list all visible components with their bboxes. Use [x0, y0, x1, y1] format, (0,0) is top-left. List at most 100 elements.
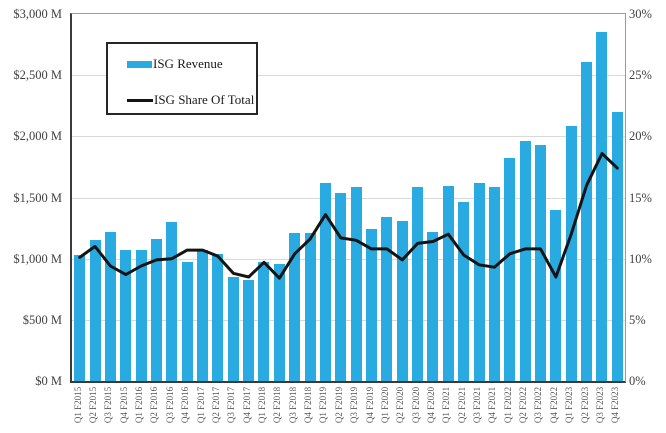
- bar-slot: [395, 14, 410, 381]
- x-axis-label: Q4 F2023: [610, 386, 621, 424]
- revenue-bar-Q1-F2015: [74, 255, 86, 381]
- revenue-bar-Q2-F2021: [458, 201, 470, 381]
- share-line-series: [78, 152, 619, 280]
- x-axis-label-cell: Q4 F2019: [362, 382, 377, 432]
- revenue-bar-Q3-F2018: [289, 233, 301, 381]
- left-axis-tick: $2,500 M: [13, 68, 62, 83]
- x-axis-label: Q1 F2022: [502, 386, 513, 424]
- bar-slot: [456, 14, 471, 381]
- x-axis-label-cell: Q1 F2023: [562, 382, 577, 432]
- revenue-bar-Q1-F2018: [258, 261, 270, 381]
- gridline: [72, 136, 625, 138]
- revenue-bar-Q2-F2020: [396, 220, 408, 381]
- revenue-bar-Q3-F2015: [104, 232, 116, 381]
- x-axis-label: Q4 F2020: [425, 386, 436, 424]
- x-axis-label: Q3 F2023: [594, 386, 605, 424]
- left-axis-tick: $2,000 M: [13, 129, 62, 144]
- x-axis-label: Q3 F2019: [349, 386, 360, 424]
- x-axis-label: Q3 F2020: [410, 386, 421, 424]
- legend-share-label: ISG Share Of Total: [154, 92, 255, 107]
- revenue-bar-Q3-F2021: [473, 182, 485, 381]
- legend-item-share: ISG Share Of Total: [127, 92, 256, 107]
- x-axis-label-cell: Q1 F2022: [500, 382, 515, 432]
- bar-slot: [425, 14, 440, 381]
- revenue-bar-Q4-F2016: [181, 262, 193, 381]
- x-axis-label: Q1 F2018: [256, 386, 267, 424]
- x-axis-label: Q1 F2019: [318, 386, 329, 424]
- bar-slot: [241, 14, 256, 381]
- x-axis-label: Q2 F2018: [272, 386, 283, 424]
- x-axis-label: Q4 F2021: [487, 386, 498, 424]
- right-axis-tick: 20%: [629, 129, 652, 144]
- x-axis-label-cell: Q1 F2020: [377, 382, 392, 432]
- x-axis-label: Q2 F2019: [333, 386, 344, 424]
- x-axis-label-cell: Q2 F2019: [331, 382, 346, 432]
- right-axis-tick: 0%: [629, 374, 646, 388]
- x-axis-label: Q2 F2015: [88, 386, 99, 424]
- x-axis-label-cell: Q1 F2021: [439, 382, 454, 432]
- x-axis-label: Q3 F2016: [164, 386, 175, 424]
- x-axis-label-cell: Q4 F2022: [546, 382, 561, 432]
- revenue-bar-Q1-F2022: [504, 158, 516, 381]
- right-axis-tick: 30%: [629, 7, 652, 21]
- x-axis-label: Q3 F2018: [287, 386, 298, 424]
- left-axis: $3,000 M $2,500 M $2,000 M $1,500 M $1,000 M…: [0, 0, 62, 433]
- x-axis-label-cell: Q1 F2019: [316, 382, 331, 432]
- revenue-bar-Q2-F2019: [335, 193, 347, 381]
- bar-slot: [487, 14, 502, 381]
- bar-slot: [502, 14, 517, 381]
- x-axis-label: Q3 F2022: [533, 386, 544, 424]
- bar-slot: [256, 14, 271, 381]
- x-axis-label: Q3 F2015: [103, 386, 114, 424]
- x-axis-label-cell: Q3 F2018: [285, 382, 300, 432]
- legend-revenue-label: ISG Revenue: [153, 56, 223, 71]
- revenue-bar-Q3-F2019: [350, 187, 362, 381]
- bar-slot: [579, 14, 594, 381]
- x-axis-label-cell: Q3 F2015: [101, 382, 116, 432]
- bar-slot: [410, 14, 425, 381]
- revenue-bar-Q4-F2021: [488, 186, 500, 381]
- x-axis-label-cell: Q4 F2021: [485, 382, 500, 432]
- left-axis-tick: $1,500 M: [13, 190, 62, 205]
- revenue-bar-Q4-F2015: [120, 250, 132, 381]
- revenue-bar-Q1-F2023: [565, 125, 577, 381]
- x-axis-label: Q2 F2017: [210, 386, 221, 424]
- x-axis-label-cell: Q2 F2022: [515, 382, 530, 432]
- bar-slot: [133, 14, 148, 381]
- x-axis-label: Q2 F2022: [518, 386, 529, 424]
- bar-slot: [72, 14, 87, 381]
- x-axis-label-cell: Q3 F2022: [531, 382, 546, 432]
- left-axis-tick: $3,000 M: [13, 7, 62, 21]
- bar-slot: [471, 14, 486, 381]
- bar-slot: [103, 14, 118, 381]
- left-axis-tick: $0 M: [35, 374, 62, 388]
- x-axis-label: Q3 F2021: [472, 386, 483, 424]
- x-axis-label-cell: Q4 F2018: [300, 382, 315, 432]
- x-axis-label-cell: Q1 F2018: [254, 382, 269, 432]
- x-axis-label-cell: Q2 F2023: [577, 382, 592, 432]
- x-axis-label: Q4 F2017: [241, 386, 252, 424]
- revenue-bar-Q1-F2016: [135, 249, 147, 381]
- bar-slot: [87, 14, 102, 381]
- x-axis-label: Q4 F2016: [180, 386, 191, 424]
- revenue-bar-Q3-F2020: [412, 186, 424, 381]
- revenue-bar-series: [72, 14, 625, 381]
- x-axis-label: Q1 F2017: [195, 386, 206, 424]
- x-axis-label: Q3 F2017: [226, 386, 237, 424]
- bar-slot: [348, 14, 363, 381]
- bar-slot: [210, 14, 225, 381]
- left-axis-tick: $500 M: [22, 312, 62, 327]
- bar-slot: [195, 14, 210, 381]
- bar-slot: [441, 14, 456, 381]
- revenue-bar-Q2-F2015: [89, 240, 101, 381]
- gridline: [72, 319, 625, 321]
- x-axis-label-cell: Q1 F2017: [193, 382, 208, 432]
- revenue-bar-Q4-F2017: [243, 279, 255, 381]
- bar-slot: [517, 14, 532, 381]
- bar-slot: [610, 14, 625, 381]
- revenue-bar-Q4-F2022: [550, 210, 562, 381]
- revenue-bar-Q2-F2016: [150, 239, 162, 381]
- x-axis-label: Q1 F2016: [134, 386, 145, 424]
- x-axis-label: Q4 F2022: [548, 386, 559, 424]
